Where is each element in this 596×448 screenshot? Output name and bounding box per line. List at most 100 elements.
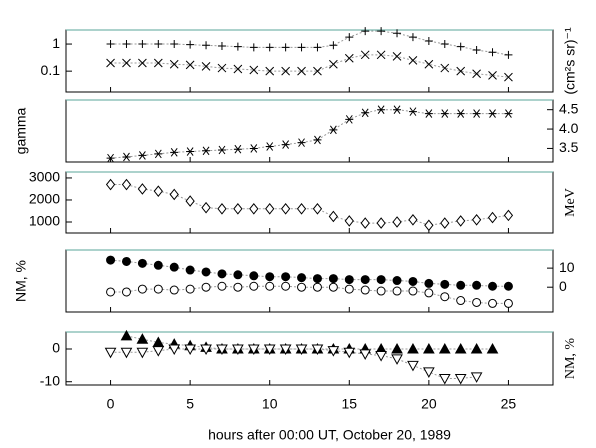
data-point — [488, 109, 497, 118]
data-point — [136, 333, 149, 344]
data-point — [232, 344, 244, 356]
data-point — [169, 262, 179, 272]
data-point — [377, 27, 386, 36]
data-point — [265, 66, 275, 76]
data-point — [376, 286, 386, 296]
data-point — [169, 59, 179, 69]
data-point — [185, 195, 195, 207]
data-point — [216, 344, 228, 356]
data-point — [408, 56, 418, 65]
data-point — [295, 344, 308, 356]
y-tick-label: 3000 — [29, 169, 60, 185]
data-point — [328, 274, 338, 284]
data-point — [263, 344, 276, 356]
y-axis-label: (cm²s sr)⁻¹ — [562, 27, 578, 95]
series-line — [110, 54, 509, 78]
y-tick-label: 3.5 — [559, 139, 579, 155]
data-point — [137, 258, 147, 268]
data-point — [472, 69, 481, 79]
data-point — [408, 286, 418, 296]
data-point — [281, 43, 290, 52]
data-point — [361, 27, 370, 36]
data-point — [281, 272, 291, 282]
data-point — [152, 346, 165, 357]
y-tick-label: 0.1 — [41, 62, 61, 78]
data-point — [504, 50, 513, 59]
series-line — [110, 348, 477, 379]
data-point — [247, 344, 260, 356]
data-point — [391, 342, 403, 354]
data-point — [121, 178, 132, 191]
y-tick-label: 2000 — [29, 191, 60, 207]
data-point — [376, 217, 386, 229]
data-point — [470, 342, 483, 354]
data-point — [454, 373, 467, 385]
data-point — [472, 46, 481, 55]
data-point — [392, 52, 402, 61]
y-tick-label: -10 — [40, 372, 60, 388]
data-point — [488, 70, 497, 80]
y-axis-label: MeV — [563, 188, 578, 217]
data-point — [279, 344, 292, 356]
data-point — [456, 280, 466, 290]
data-point — [424, 109, 433, 118]
series-line — [126, 335, 493, 350]
data-point — [312, 282, 322, 292]
data-point — [408, 33, 417, 42]
data-point — [424, 278, 434, 288]
data-point — [393, 29, 402, 38]
data-point — [106, 255, 116, 265]
data-point — [153, 58, 163, 68]
data-point — [249, 43, 258, 52]
data-point — [122, 152, 131, 162]
data-point — [154, 40, 163, 49]
data-point — [503, 209, 514, 222]
data-point — [312, 202, 323, 215]
data-point — [361, 108, 370, 118]
data-point — [249, 271, 259, 281]
data-point — [281, 66, 290, 76]
data-point — [360, 50, 370, 60]
data-point — [170, 40, 179, 49]
data-point — [105, 178, 116, 191]
data-point — [423, 367, 435, 378]
data-point — [201, 201, 211, 214]
data-point — [153, 284, 163, 294]
data-point — [121, 256, 131, 266]
data-point — [504, 109, 513, 118]
data-point — [471, 213, 482, 226]
data-point — [217, 41, 226, 50]
data-point — [345, 115, 354, 124]
data-point — [392, 286, 402, 296]
data-point — [360, 275, 370, 285]
data-point — [202, 146, 211, 156]
data-point — [488, 281, 498, 291]
data-point — [392, 216, 402, 228]
y-tick-label: 4.0 — [559, 120, 579, 136]
data-point — [488, 298, 498, 308]
data-point — [503, 298, 513, 308]
data-point — [376, 50, 386, 60]
data-point — [313, 135, 322, 145]
data-point — [343, 347, 356, 359]
data-point — [456, 296, 466, 306]
data-point — [202, 41, 211, 50]
data-point — [185, 284, 195, 294]
data-point — [329, 125, 338, 135]
y-axis-label: NM, % — [13, 260, 29, 302]
data-point — [376, 275, 386, 285]
data-point — [328, 282, 338, 292]
data-point — [438, 342, 451, 354]
data-point — [311, 344, 324, 356]
data-point — [487, 211, 498, 224]
x-axis-label: hours after 00:00 UT, October 20, 1989 — [208, 427, 451, 443]
data-point — [440, 109, 449, 118]
panel-frame — [65, 99, 554, 163]
data-point — [138, 40, 147, 49]
data-point — [200, 344, 212, 356]
data-point — [281, 281, 291, 291]
data-point — [201, 282, 211, 292]
y-tick-label: 0 — [52, 340, 60, 356]
data-point — [265, 202, 275, 215]
